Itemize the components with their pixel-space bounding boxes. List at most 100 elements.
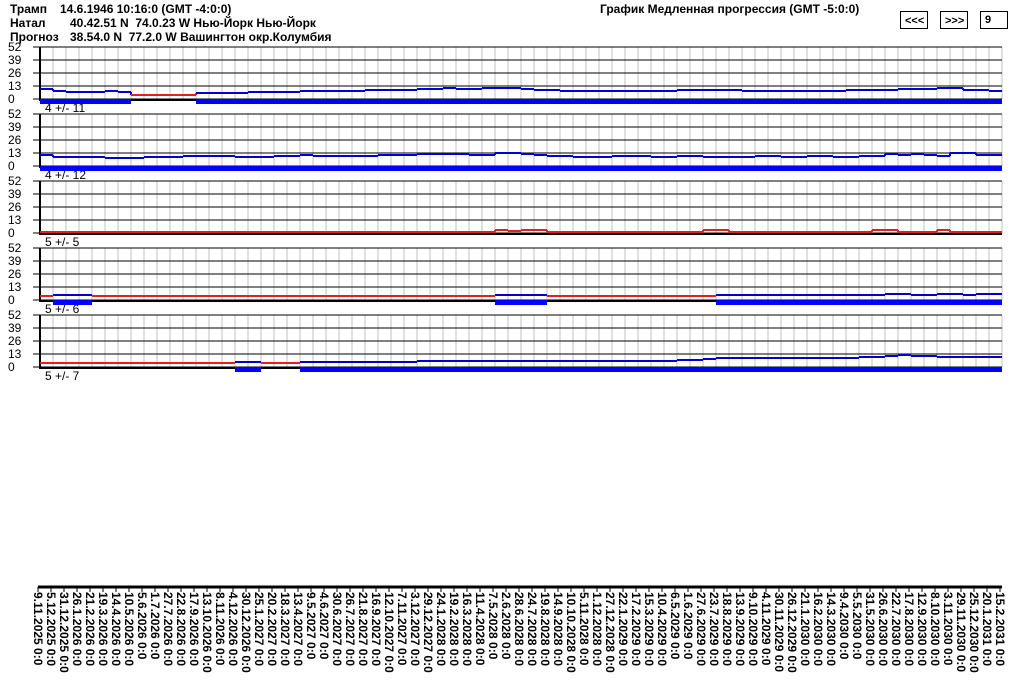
active-bar-segment [729,367,742,372]
active-bar-segment [638,99,651,104]
x-tick-label: 1.6.2029 0:0 [681,592,695,660]
x-tick-label: 13.10.2026 0:0 [200,592,214,673]
x-tick-label: 19.2.2028 0:0 [447,592,461,666]
x-tick-label: 26.6.2030 0:0 [876,592,890,666]
active-bar-segment [443,99,456,104]
baseline-segment [144,233,157,235]
active-bar-segment [430,99,443,104]
baseline-segment [105,233,118,235]
baseline-segment [66,367,79,369]
active-bar-segment [352,166,365,171]
x-tick-label: 13.9.2029 0:0 [733,592,747,666]
baseline-segment [560,300,573,302]
active-bar-segment [430,367,443,372]
y-tick-label: 13 [8,347,22,361]
baseline-segment [508,233,521,235]
baseline-segment [573,300,586,302]
active-bar-segment [651,166,664,171]
baseline-segment [716,233,729,235]
baseline-segment [664,300,677,302]
panel-label: 5 +/- 7 [45,369,80,383]
active-bar-segment [313,367,326,372]
baseline-segment [391,233,404,235]
active-bar-segment [495,99,508,104]
baseline-segment [729,233,742,235]
chart-title: График Медленная прогрессия (GMT -5:0:0) [600,2,860,16]
active-bar-segment [924,166,937,171]
x-tick-label: 9.4.2030 0:0 [837,592,851,660]
active-bar-segment [677,166,690,171]
active-bar-segment [235,166,248,171]
active-bar-segment [963,99,976,104]
baseline-segment [430,300,443,302]
active-bar-segment [560,99,573,104]
active-bar-segment [872,300,885,305]
baseline-segment [300,233,313,235]
x-tick-label: 18.3.2027 0:0 [278,592,292,666]
active-bar-segment [456,367,469,372]
x-tick-label: 12.10.2027 0:0 [382,592,396,673]
baseline-segment [248,300,261,302]
baseline-segment [157,233,170,235]
active-bar-segment [781,166,794,171]
active-bar-segment [404,367,417,372]
active-bar-segment [976,367,989,372]
active-bar-segment [924,367,937,372]
y-tick-label: 13 [8,146,22,160]
active-bar-segment [859,300,872,305]
baseline-segment [703,300,716,302]
x-tick-label: 8.11.2026 0:0 [213,592,227,666]
x-tick-label: 15.3.2029 0:0 [642,592,656,666]
active-bar-segment [339,166,352,171]
baseline-segment [183,367,196,369]
active-bar-segment [872,166,885,171]
active-bar-segment [950,300,963,305]
active-bar-segment [924,300,937,305]
active-bar-segment [625,99,638,104]
baseline-segment [937,233,950,235]
row-label: Натал [10,16,46,30]
active-bar-segment [820,367,833,372]
active-bar-segment [677,367,690,372]
active-bar-segment [677,99,690,104]
active-bar-segment [92,166,105,171]
x-tick-label: 8.10.2030 0:0 [928,592,942,666]
active-bar-segment [924,99,937,104]
active-bar-segment [482,367,495,372]
baseline-segment [391,300,404,302]
active-bar-segment [911,99,924,104]
x-tick-label: 10.4.2029 0:0 [655,592,669,666]
baseline-segment [326,233,339,235]
baseline-segment [768,233,781,235]
baseline-segment [872,233,885,235]
next-button[interactable]: >>> [940,11,968,29]
baseline-segment [274,300,287,302]
x-tick-label: 5.11.2028 0:0 [577,592,591,666]
x-tick-label: 15.2.2031 0:0 [993,592,1007,666]
x-tick-label: 21.2.2026 0:0 [83,592,97,666]
x-tick-label: 10.10.2028 0:0 [564,592,578,673]
x-tick-label: 21.8.2027 0:0 [356,592,370,666]
prev-button[interactable]: <<< [900,11,928,29]
count-input[interactable] [980,11,1008,29]
x-tick-label: 26.7.2027 0:0 [343,592,357,666]
active-bar-segment [989,367,1002,372]
active-bar-segment [53,300,66,305]
x-tick-label: 16.9.2027 0:0 [369,592,383,666]
active-bar-segment [339,99,352,104]
active-bar-segment [625,367,638,372]
baseline-segment [599,300,612,302]
active-bar-segment [209,166,222,171]
active-bar-segment [729,166,742,171]
active-bar-segment [118,166,131,171]
active-bar-segment [40,166,53,171]
active-bar-segment [898,367,911,372]
y-tick-label: 26 [8,133,22,147]
active-bar-segment [287,99,300,104]
active-bar-segment [794,300,807,305]
baseline-segment [755,233,768,235]
baseline-segment [157,300,170,302]
active-bar-segment [417,367,430,372]
active-bar-segment [950,367,963,372]
baseline-segment [170,99,183,101]
